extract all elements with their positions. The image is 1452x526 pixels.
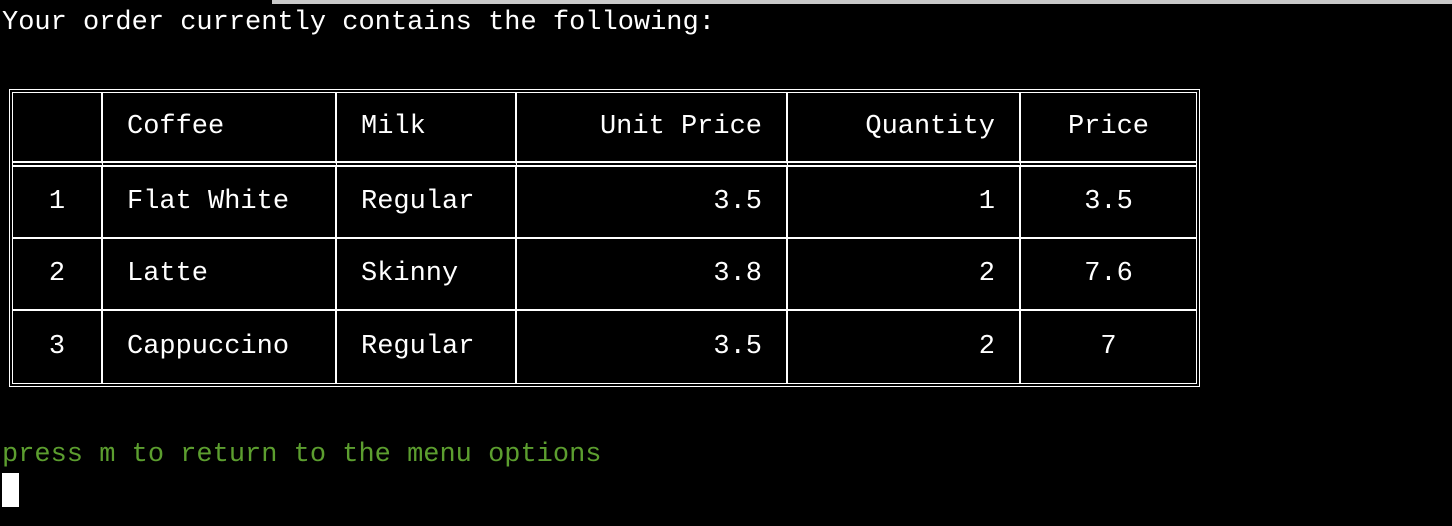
window-top-edge-highlight [272, 0, 1452, 4]
table-row: 2 Latte Skinny 3.8 2 7.6 [13, 239, 1196, 311]
cell-unit-price: 3.8 [517, 239, 788, 311]
cell-quantity: 2 [788, 311, 1021, 383]
cell-coffee: Flat White [103, 167, 337, 239]
header-price: Price [1021, 93, 1196, 167]
header-index [13, 93, 103, 167]
window-top-edge [0, 0, 1452, 4]
order-table: Coffee Milk Unit Price Quantity Price 1 … [9, 89, 1200, 387]
cell-milk: Regular [337, 167, 517, 239]
cell-unit-price: 3.5 [517, 167, 788, 239]
table-header-row: Coffee Milk Unit Price Quantity Price [13, 93, 1196, 167]
header-coffee: Coffee [103, 93, 337, 167]
cell-price: 3.5 [1021, 167, 1196, 239]
table-row: 3 Cappuccino Regular 3.5 2 7 [13, 311, 1196, 383]
cell-price: 7.6 [1021, 239, 1196, 311]
cell-index: 1 [13, 167, 103, 239]
header-unit-price: Unit Price [517, 93, 788, 167]
cell-coffee: Latte [103, 239, 337, 311]
cell-milk: Skinny [337, 239, 517, 311]
header-milk: Milk [337, 93, 517, 167]
cell-unit-price: 3.5 [517, 311, 788, 383]
cell-milk: Regular [337, 311, 517, 383]
text-cursor[interactable] [2, 473, 19, 507]
cell-price: 7 [1100, 332, 1117, 362]
cell-coffee: Cappuccino [103, 311, 337, 383]
menu-return-prompt: press m to return to the menu options [2, 440, 602, 470]
cell-quantity: 1 [788, 167, 1021, 239]
header-quantity: Quantity [788, 93, 1021, 167]
cell-index: 2 [13, 239, 103, 311]
table-row: 1 Flat White Regular 3.5 1 3.5 [13, 167, 1196, 239]
cell-quantity: 2 [788, 239, 1021, 311]
order-intro-text: Your order currently contains the follow… [2, 8, 715, 38]
cell-index: 3 [13, 311, 103, 383]
